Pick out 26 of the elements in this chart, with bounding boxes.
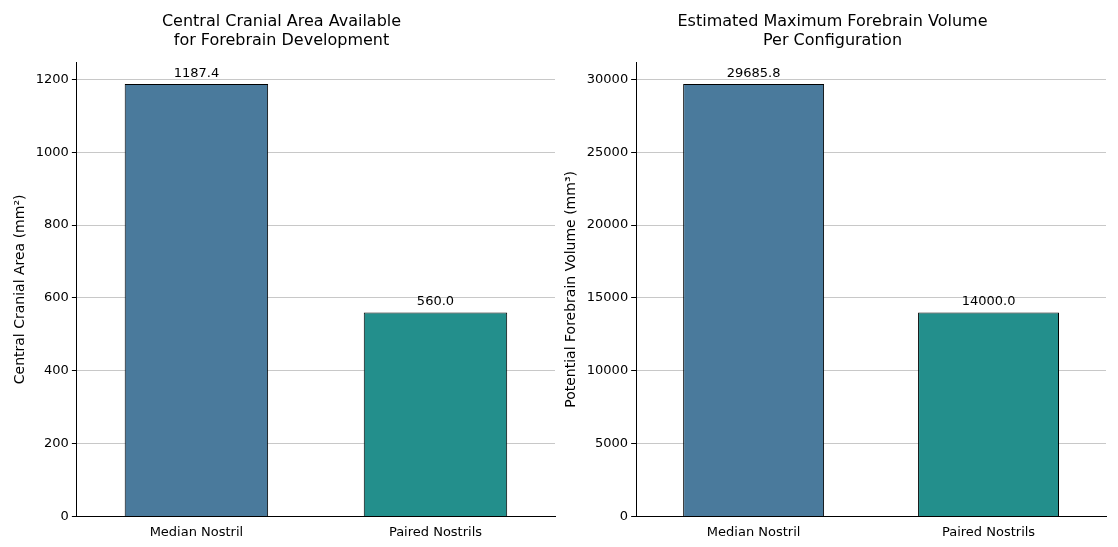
- y-tick-label: 800: [44, 216, 69, 232]
- data-label: 1187.4: [173, 64, 220, 80]
- y-tick-label: 15000: [586, 289, 629, 305]
- y-axis-title: Central Cranial Area (mm²): [11, 194, 28, 385]
- x-tick-label: Paired Nostrils: [388, 523, 483, 539]
- data-label: 14000.0: [961, 293, 1016, 309]
- chart-title: Estimated Maximum Forebrain Volume Per Configuration: [677, 10, 988, 49]
- x-tick-label: Paired Nostrils: [941, 523, 1036, 539]
- y-tick-label: 0: [619, 507, 629, 523]
- y-tick-label: 1200: [35, 70, 69, 86]
- data-label: 29685.8: [726, 64, 781, 80]
- x-tick-label: Median Nostril: [706, 523, 801, 539]
- y-axis-title: Potential Forebrain Volume (mm³): [562, 171, 579, 408]
- y-tick-label: 0: [60, 507, 69, 523]
- chart-title: Central Cranial Area Available for Forebrain Development: [161, 10, 402, 49]
- x-tick-label: Median Nostril: [149, 523, 244, 539]
- data-label: 560.0: [416, 293, 455, 309]
- y-tick-label: 200: [44, 434, 69, 450]
- y-tick-label: 25000: [586, 143, 629, 159]
- y-tick-label: 600: [44, 289, 69, 305]
- y-tick-label: 20000: [586, 216, 629, 232]
- y-tick-label: 10000: [586, 362, 629, 378]
- y-tick-label: 5000: [595, 434, 629, 450]
- y-tick-label: 1000: [35, 143, 69, 159]
- y-tick-label: 30000: [586, 70, 629, 86]
- y-tick-label: 400: [44, 362, 69, 378]
